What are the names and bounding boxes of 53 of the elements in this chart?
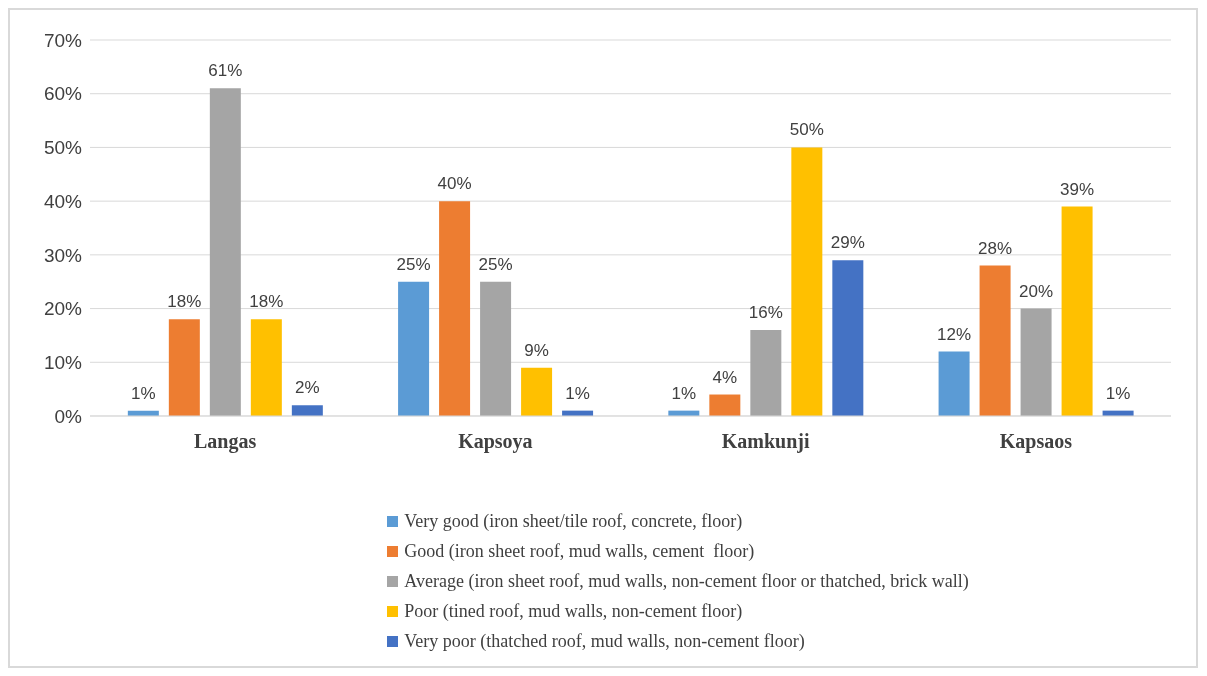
bar xyxy=(250,319,282,416)
x-tick-label: Langas xyxy=(194,430,257,454)
legend-label: Average (iron sheet roof, mud walls, non-cement floor or thatched, brick wall) xyxy=(404,570,969,593)
bar xyxy=(439,201,471,416)
data-label: 18% xyxy=(249,292,284,312)
x-tick-label: Kamkunji xyxy=(721,430,810,454)
bar xyxy=(709,394,741,416)
data-label: 16% xyxy=(748,303,783,323)
data-label: 28% xyxy=(978,238,1013,258)
data-label: 20% xyxy=(1019,281,1054,301)
data-label: 1% xyxy=(671,383,697,403)
bar xyxy=(398,281,430,416)
data-label: 1% xyxy=(131,383,156,403)
bar xyxy=(750,330,782,416)
bar xyxy=(480,281,512,416)
data-label: 12% xyxy=(937,324,972,344)
y-tick-label: 20% xyxy=(43,298,83,320)
y-tick-label: 50% xyxy=(43,137,83,159)
legend-label: Very poor (thatched roof, mud walls, non-cement floor) xyxy=(404,630,805,653)
data-label: 29% xyxy=(830,233,865,253)
data-label: 18% xyxy=(167,292,202,312)
bar xyxy=(1061,206,1093,416)
bar xyxy=(832,260,864,416)
y-tick-label: 30% xyxy=(43,244,83,266)
data-label: 9% xyxy=(524,340,549,360)
legend-label: Very good (iron sheet/tile roof, concrete, floor) xyxy=(404,510,743,533)
x-tick-label: Kapsoya xyxy=(458,430,533,454)
legend-label: Good (iron sheet roof, mud walls, cement floor) xyxy=(404,540,755,563)
y-tick-label: 0% xyxy=(54,405,83,427)
bar xyxy=(791,147,823,416)
x-tick-label: Kapsaos xyxy=(999,430,1073,454)
bar xyxy=(979,265,1011,416)
legend-label: Poor (tined roof, mud walls, non-cement floor) xyxy=(404,600,743,623)
data-label: 1% xyxy=(565,383,590,403)
data-label: 50% xyxy=(789,120,824,140)
y-tick-label: 60% xyxy=(43,83,83,105)
bar xyxy=(209,88,241,416)
data-label: 2% xyxy=(295,378,320,398)
data-label: 61% xyxy=(208,61,243,81)
y-tick-label: 40% xyxy=(43,190,83,212)
data-label: 25% xyxy=(396,254,431,274)
data-label: 40% xyxy=(437,174,472,194)
bar xyxy=(521,367,553,416)
data-label: 1% xyxy=(1105,383,1131,403)
bar xyxy=(1020,308,1052,416)
y-tick-label: 10% xyxy=(43,352,83,374)
bar xyxy=(938,351,970,416)
data-label: 39% xyxy=(1060,179,1095,199)
bar xyxy=(291,405,323,416)
bar xyxy=(168,319,200,416)
data-label: 25% xyxy=(478,254,513,274)
y-tick-label: 70% xyxy=(43,29,83,51)
data-label: 4% xyxy=(712,367,738,387)
